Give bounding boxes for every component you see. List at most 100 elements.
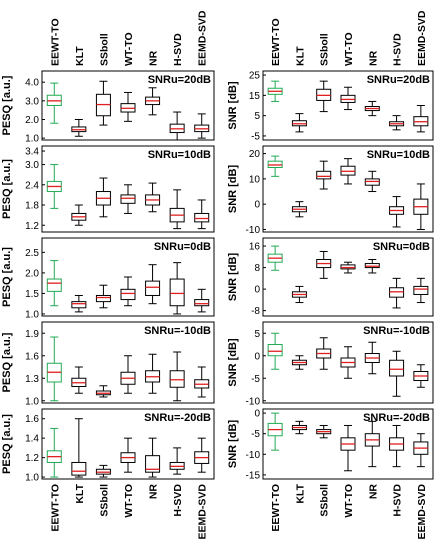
box-eemd-svd [413, 277, 429, 304]
y-axis-label: PESQ [a.u.] [1, 159, 13, 219]
panel-frame [262, 237, 434, 317]
box-wt-to [120, 184, 136, 214]
panel-left-4: 1.0 1.2 1.4 1.6 SNRu=-20dB PESQ [a.u.] [1, 408, 215, 484]
y-tick-label: -10 [246, 225, 261, 236]
method-label-bottom: H-SVD [172, 484, 184, 517]
y-tick-label: 25 [249, 71, 261, 82]
y-tick-label: 5 [254, 329, 260, 340]
box-eewt-to [46, 260, 62, 307]
y-tick-label: 1.0 [25, 309, 39, 320]
box-ssboll [316, 424, 332, 439]
method-label-bottom: SSboll [98, 484, 110, 517]
box-iqr [169, 278, 185, 307]
method-label-top: KLT [294, 46, 306, 66]
y-tick-label: -8 [251, 306, 260, 317]
box-ssboll [316, 160, 332, 190]
snr-condition-label: SNRu=20dB [367, 74, 430, 86]
box-h-svd [169, 447, 185, 475]
box-wt-to [120, 355, 136, 394]
box-iqr [194, 212, 210, 223]
y-tick-label: 1.6 [25, 351, 39, 362]
box-klt [71, 418, 87, 478]
box-iqr [267, 344, 283, 357]
box-eewt-to [46, 82, 62, 124]
box-iqr [389, 287, 405, 298]
panel-frame [41, 145, 215, 233]
panel-left-2: 1.0 1.5 2.0 2.5 SNRu=0dB PESQ [a.u.] [1, 237, 215, 320]
panel-frame [262, 70, 434, 141]
method-label-bottom: H-SVD [392, 484, 404, 517]
panel-right-0: -5 5 15 25 SNRu=20dB SNR [dB] [227, 70, 434, 142]
box-iqr [120, 194, 136, 204]
box-iqr [145, 280, 161, 296]
box-wt-to [120, 276, 136, 307]
box-nr [364, 259, 380, 274]
box-eemd-svd [413, 433, 429, 468]
y-tick-label: 2.0 [25, 115, 39, 126]
box-klt [71, 366, 87, 394]
method-label-bottom: WT-TO [123, 484, 135, 518]
box-eemd-svd [413, 183, 429, 230]
y-axis-label: SNR [dB] [227, 81, 239, 130]
method-label-top: NR [367, 50, 379, 66]
box-eemd-svd [194, 113, 210, 139]
snr-condition-label: SNRu=-20dB [144, 412, 211, 424]
box-klt [291, 113, 307, 133]
y-axis-label: PESQ [a.u.] [1, 414, 13, 474]
y-tick-label: -10 [246, 396, 261, 407]
y-tick-label: 0 [254, 409, 260, 420]
y-tick-label: -5 [251, 429, 260, 440]
y-tick-label: 1.2 [25, 453, 39, 464]
method-label-top: EEWT-TO [270, 18, 282, 66]
method-label-bottom: EEMD-SVD [416, 484, 428, 540]
box-h-svd [169, 111, 185, 141]
box-h-svd [169, 351, 185, 402]
box-iqr [364, 263, 380, 269]
y-axis-label: PESQ [a.u.] [1, 247, 13, 307]
box-ssboll [95, 385, 111, 398]
y-tick-label: 3.0 [25, 160, 39, 171]
box-h-svd [389, 277, 405, 309]
y-tick-label: 10 [249, 174, 261, 185]
box-eemd-svd [413, 364, 429, 388]
box-klt [291, 285, 307, 304]
box-klt [71, 118, 87, 137]
box-h-svd [389, 424, 405, 468]
box-h-svd [389, 115, 405, 131]
y-axis-label: SNR [dB] [227, 165, 239, 214]
box-eemd-svd [194, 437, 210, 473]
panel-frame [262, 321, 434, 404]
panel-frame [41, 321, 215, 404]
method-label-top: H-SVD [172, 33, 184, 66]
box-eewt-to [46, 427, 62, 478]
method-label-bottom: NR [367, 484, 379, 500]
y-tick-label: -5 [251, 131, 260, 142]
method-label-top: KLT [74, 46, 86, 66]
box-eemd-svd [413, 105, 429, 133]
y-tick-label: 1.2 [25, 221, 39, 232]
method-label-bottom: KLT [74, 483, 86, 503]
method-label-top: H-SVD [392, 33, 404, 66]
box-wt-to [120, 91, 136, 122]
snr-condition-label: SNRu=-10dB [363, 325, 430, 337]
panel-frame [262, 408, 434, 480]
box-eemd-svd [194, 366, 210, 398]
box-nr [145, 87, 161, 116]
y-tick-label: 1.0 [25, 473, 39, 484]
box-ssboll [95, 80, 111, 126]
y-tick-label: 1.5 [25, 289, 39, 300]
y-tick-label: 0 [254, 285, 260, 296]
y-tick-label: 1.4 [25, 434, 39, 445]
y-tick-label: 1.0 [25, 396, 39, 407]
panel-frame [41, 408, 215, 480]
panel-left-1: 1.2 1.8 2.4 3.0 3.4 SNRu=10dB PESQ [a.u.] [1, 145, 215, 233]
panel-frame [262, 145, 434, 233]
box-ssboll [316, 337, 332, 370]
box-nr [364, 420, 380, 468]
box-klt [71, 204, 87, 226]
box-wt-to [340, 261, 356, 274]
box-eewt-to [46, 336, 62, 402]
method-label-top: NR [148, 50, 160, 66]
y-tick-label: 1.9 [25, 329, 39, 340]
